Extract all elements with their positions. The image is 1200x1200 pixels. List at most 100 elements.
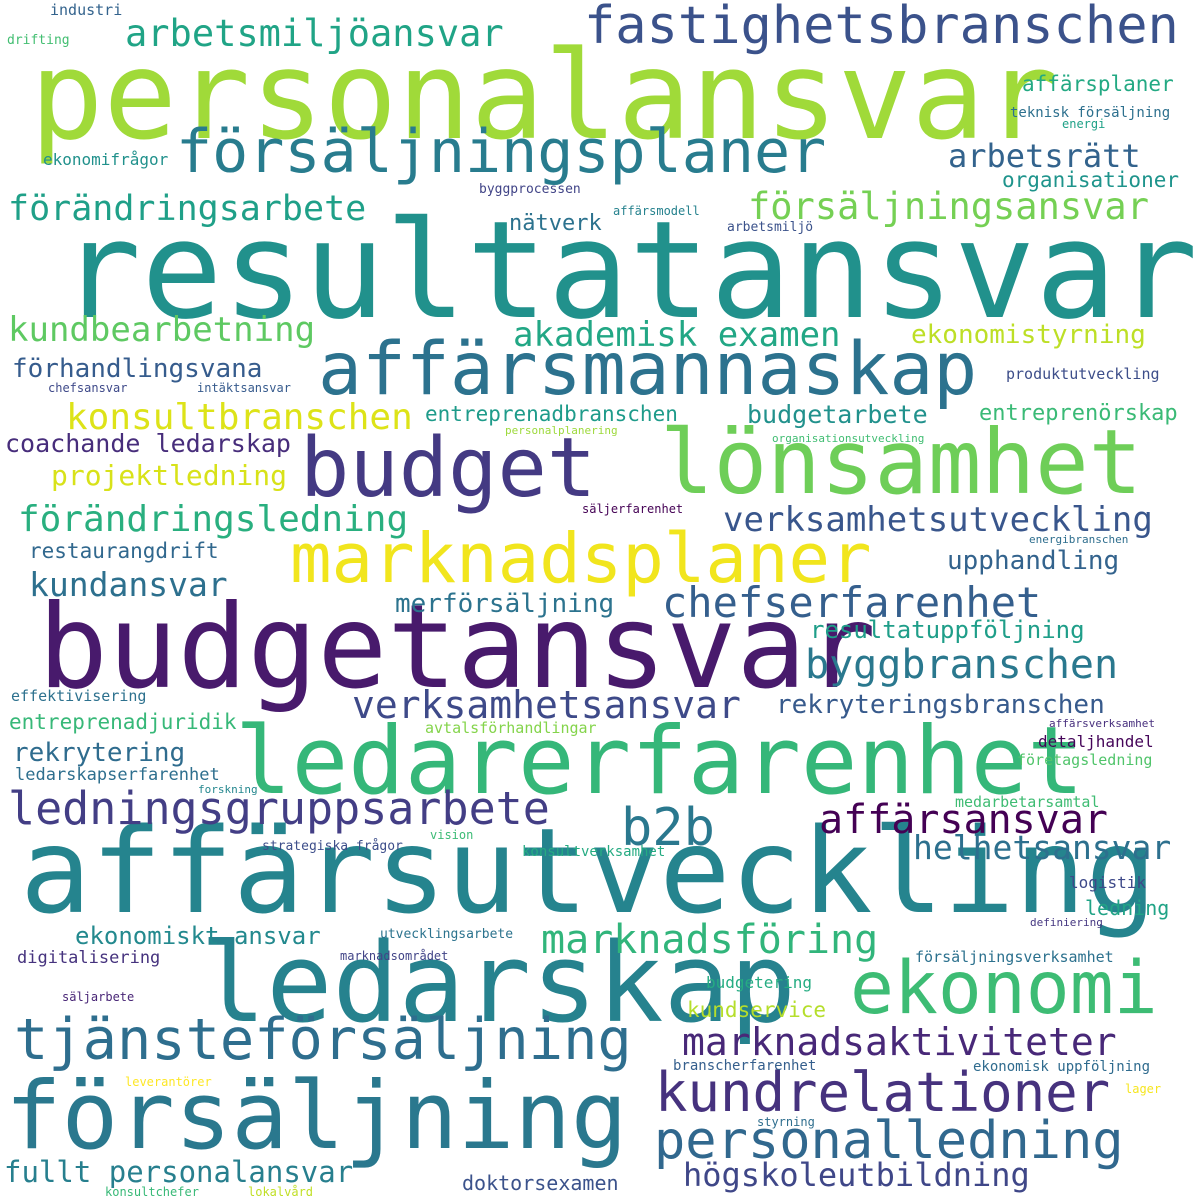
word-energi: energi (1062, 117, 1106, 131)
word-lonsamhet: lönsamhet (660, 410, 1143, 514)
word-doktorsexamen: doktorsexamen (462, 1171, 619, 1195)
word-konsultverksamhet: konsultverksamhet (522, 844, 666, 860)
word-affarsmodell: affärsmodell (613, 204, 700, 218)
word-konsultchefer: konsultchefer (105, 1185, 199, 1199)
word-saljerfarenhet: säljerfarenhet (582, 502, 684, 516)
word-intaktsansvar: intäktsansvar (197, 381, 291, 395)
word-ekonomi: ekonomi (850, 946, 1158, 1031)
word-effektivisering: effektivisering (11, 687, 147, 705)
word-arbetsmiljoansvar: arbetsmiljöansvar (125, 12, 504, 55)
word-hogskoleutbildning: högskoleutbildning (683, 1156, 1030, 1194)
word-forandringsarbete: förändringsarbete (8, 189, 367, 229)
word-byggprocessen: byggprocessen (479, 182, 581, 197)
word-upphandling: upphandling (947, 546, 1120, 576)
word-forsaljningsplaner: försäljningsplaner (176, 117, 827, 187)
word-marknadsomradet: marknadsområdet (340, 949, 449, 963)
word-drifting: drifting (7, 33, 70, 48)
word-tjansteforsaljning: tjänsteförsäljning (14, 1007, 632, 1073)
word-forskning: forskning (198, 783, 258, 796)
word-coachande-ledarskap: coachande ledarskap (5, 429, 291, 458)
word-entreprenorskap: entreprenörskap (979, 401, 1178, 426)
word-byggbranschen: byggbranschen (805, 642, 1119, 688)
word-ekonomisk-uppfoljning: ekonomisk uppföljning (973, 1059, 1151, 1075)
word-verksamhetsansvar: verksamhetsansvar (352, 683, 741, 727)
word-akademisk-examen: akademisk examen (513, 315, 841, 355)
word-helhetsansvar: helhetsansvar (913, 828, 1172, 867)
word-ekonomistyrning: ekonomistyrning (911, 320, 1146, 350)
word-personalansvar: personalansvar (30, 25, 1059, 167)
word-strategiska-fragor: strategiska frågor (262, 839, 403, 854)
word-budgetarbete: budgetarbete (747, 400, 928, 429)
word-merforsaljning: merförsäljning (395, 589, 615, 619)
word-teknisk-forsaljning: teknisk försäljning (1010, 105, 1171, 121)
word-lager: lager (1125, 1082, 1162, 1096)
word-leverantorer: leverantörer (125, 1075, 212, 1089)
word-restaurangdrift: restaurangdrift (29, 539, 219, 563)
word-detaljhandel: detaljhandel (1038, 732, 1154, 751)
word-affarsutveckling: affärsutveckling (20, 802, 1157, 940)
word-affarsansvar: affärsansvar (819, 797, 1108, 843)
word-affarsplaner: affärsplaner (1022, 72, 1174, 96)
word-verksamhetsutveckling: verksamhetsutveckling (723, 500, 1153, 540)
word-organisationer: organisationer (1002, 168, 1180, 192)
word-ledarskapserfarenhet: ledarskapserfarenhet (15, 765, 220, 785)
word-personalledning: personalledning (654, 1111, 1124, 1171)
word-organisationsutveckling: organisationsutveckling (772, 432, 925, 445)
word-fullt-personalansvar: fullt personalansvar (4, 1155, 354, 1189)
word-ledning: ledning (1085, 896, 1170, 920)
word-vision: vision (430, 828, 474, 842)
word-chefserfarenhet: chefserfarenhet (662, 578, 1042, 627)
word-konsultbranschen: konsultbranschen (66, 397, 413, 438)
word-chefsansvar: chefsansvar (48, 381, 128, 395)
word-natverk: nätverk (509, 211, 602, 236)
word-projektledning: projektledning (51, 459, 288, 492)
word-forhandlingsvana: förhandlingsvana (12, 354, 263, 384)
word-logistik: logistik (1069, 873, 1147, 892)
word-budgetansvar: budgetansvar (38, 580, 877, 715)
word-resultatansvar: resultatansvar (60, 192, 1198, 349)
word-foretagsledning: företagsledning (1017, 751, 1153, 769)
word-ledarskap: ledarskap (200, 919, 797, 1047)
word-kundservice: kundservice (687, 998, 827, 1022)
word-forsaljningsansvar: försäljningsansvar (748, 185, 1149, 228)
word-rekryteringsbranschen: rekryteringsbranschen (776, 690, 1105, 720)
word-personalplanering: personalplanering (505, 424, 618, 437)
word-arbetsmiljo: arbetsmiljö (727, 220, 814, 235)
word-avtalsforhandlingar: avtalsförhandlingar (425, 719, 597, 737)
word-definiering: definiering (1030, 916, 1103, 929)
word-entreprenadjuridik: entreprenadjuridik (9, 710, 237, 734)
word-medarbetarsamtal: medarbetarsamtal (955, 793, 1100, 811)
word-arbetsratt: arbetsrätt (948, 137, 1141, 175)
word-marknadsplaner: marknadsplaner (290, 519, 872, 599)
word-forandringsledning: förändringsledning (18, 499, 409, 540)
word-digitalisering: digitalisering (17, 948, 161, 968)
word-budget: budget (300, 421, 597, 516)
word-kundansvar: kundansvar (29, 565, 228, 604)
word-kundbearbetning: kundbearbetning (8, 310, 316, 350)
word-marknadsforing: marknadsföring (541, 917, 879, 963)
word-branscherfarenhet: branscherfarenhet (673, 1058, 817, 1074)
word-ekonomifragor: ekonomifrågor (43, 150, 169, 169)
word-entreprenadbranschen: entreprenadbranschen (425, 402, 678, 426)
word-affarsverksamhet: affärsverksamhet (1049, 717, 1155, 730)
word-ledarerfarenhet: ledarerfarenhet (235, 707, 1084, 816)
word-industri: industri (50, 1, 123, 19)
word-utvecklingsarbete: utvecklingsarbete (380, 927, 514, 942)
word-ledningsgruppsarbete: ledningsgruppsarbete (8, 782, 550, 835)
word-affarsmannaskap: affärsmannaskap (318, 327, 978, 412)
word-kundrelationer: kundrelationer (655, 1061, 1111, 1124)
word-saljarbete: säljarbete (62, 990, 135, 1004)
word-styrning: styrning (757, 1115, 815, 1129)
word-energibranschen: energibranschen (1029, 533, 1129, 546)
word-budgetering: budgetering (706, 973, 812, 992)
word-ekonomiskt-ansvar: ekonomiskt ansvar (75, 922, 321, 950)
word-marknadsaktiviteter: marknadsaktiviteter (682, 1020, 1117, 1064)
word-resultatuppfoljning: resultatuppföljning (810, 616, 1085, 644)
word-forsaljning: försäljning (5, 1062, 628, 1171)
word-forsaljningsverksamhet: försäljningsverksamhet (915, 948, 1114, 966)
word-b2b: b2b (621, 798, 715, 858)
word-rekrytering: rekrytering (13, 738, 186, 768)
word-produktutveckling: produktutveckling (1006, 365, 1160, 383)
word-fastighetsbranschen: fastighetsbranschen (584, 0, 1179, 56)
